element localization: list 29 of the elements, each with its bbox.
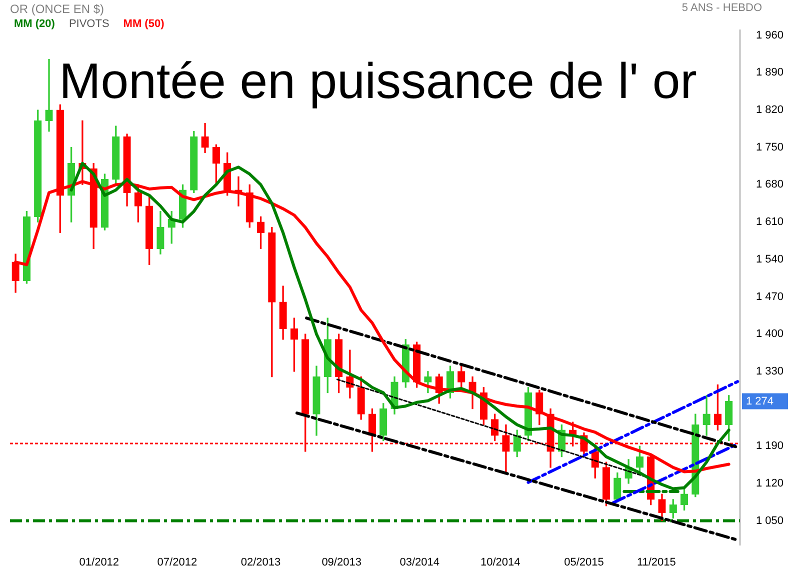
text: MM (50) [123,18,164,30]
x-tick-label: 03/2014 [400,556,440,568]
x-tick-label: 07/2012 [157,556,198,568]
chart-subtitle: OR (ONCE EN $) [10,2,104,16]
text: 1 274 [746,395,774,408]
y-tick-label: 1 680 [756,178,784,191]
x-tick-label: 02/2013 [240,556,281,568]
y-tick-label: 1 120 [756,477,784,490]
x-tick-label: 10/2014 [480,556,520,568]
y-tick-label: 1 750 [756,141,784,154]
x-tick-label: 05/2015 [564,556,604,568]
y-tick-label: 1 820 [756,104,784,116]
candlestick [45,59,53,132]
x-tick-label: 11/2015 [636,556,676,568]
y-tick-label: 1 050 [756,514,784,527]
y-tick-label: 1 540 [756,253,784,266]
y-tick-label: 1 610 [756,216,784,228]
y-tick-label: 1 400 [756,328,784,340]
y-tick-label: 1 470 [756,290,784,303]
x-tick-label: 01/2012 [79,556,120,568]
y-tick-label: 1 190 [756,440,784,452]
y-tick-label: 1 890 [756,66,784,79]
text: MM (20) [14,18,55,30]
text: 5 ANS - HEBDO [682,2,762,14]
y-tick-label: 1 960 [756,29,784,42]
text: Montée en puissance de l' or [58,52,698,110]
x-tick-label: 09/2013 [322,556,362,568]
annotation: PIVOTS [68,18,110,30]
y-tick-label: 1 330 [756,365,784,378]
